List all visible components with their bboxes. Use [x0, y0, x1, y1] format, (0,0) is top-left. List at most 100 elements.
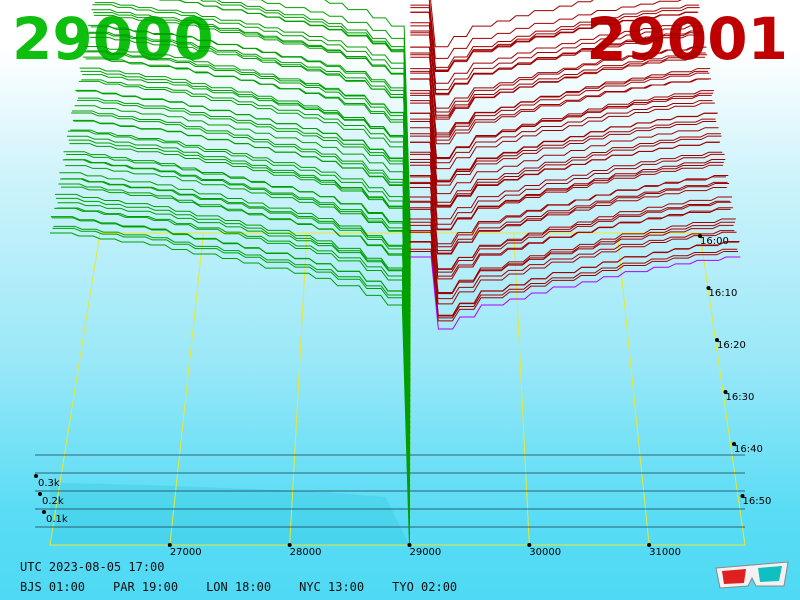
bid-depth-line: [72, 119, 411, 403]
time-tick-label: 16:20: [717, 340, 746, 351]
y-tick-mark: [34, 474, 38, 478]
bid-depth-line: [55, 197, 411, 508]
ask-depth-line: [410, 70, 708, 134]
ask-depth-line: [410, 11, 699, 72]
ask-depth-line: [409, 174, 729, 248]
ask-depth-line: [409, 133, 721, 203]
bid-depth-line: [67, 130, 411, 434]
bid-depth-line: [60, 178, 411, 482]
x-tick-label: 29000: [409, 547, 441, 558]
time-tick-mark: [706, 286, 711, 290]
bid-shade: [50, 482, 410, 545]
clock-tyo: TYO 02:00: [392, 580, 458, 594]
clock-nyc: NYC 13:00: [299, 580, 365, 594]
clock-lon: LON 18:00: [206, 580, 272, 594]
ask-depth-line: [410, 127, 719, 195]
bid-depth-line: [88, 31, 411, 302]
x-tick-label: 28000: [290, 547, 322, 558]
ask-depth-line: [409, 196, 733, 270]
ask-depth-line: [410, 121, 717, 186]
price-gridline: [616, 232, 650, 546]
ask-depth-line: [410, 92, 714, 160]
ask-depth-line: [409, 182, 730, 255]
bid-depth-line: [88, 24, 411, 308]
ask-depth-line: [409, 218, 736, 294]
x-tick-mark: [167, 543, 172, 547]
ask-depth-line: [409, 240, 740, 317]
ask-depth-line: [409, 207, 733, 280]
bid-depth-line: [92, 4, 411, 281]
floor-outline: [49, 232, 746, 546]
ask-depth-line: [409, 159, 726, 230]
ask-depth-line: [410, 118, 716, 183]
ask-depth-line: [409, 250, 739, 322]
bid-depth-line: [94, 14, 411, 271]
ask-depth-line: [430, 0, 594, 48]
3d-glasses-icon[interactable]: [712, 556, 792, 592]
ask-depth-line: [410, 4, 699, 68]
price-gridline: [289, 232, 308, 546]
bid-depth-line: [324, 0, 411, 234]
ask-depth-line: [410, 25, 703, 91]
bid-depth-line: [52, 227, 411, 530]
ask-depth-line: [410, 68, 711, 136]
bid-depth-line: [78, 80, 411, 366]
bid-depth-line: [62, 159, 411, 466]
ask-depth-line: [409, 181, 728, 252]
bid-depth-line: [66, 135, 411, 440]
ask-depth-line: [409, 248, 738, 319]
ask-depth-line: [409, 201, 732, 273]
bid-depth-line: [50, 232, 410, 546]
bid-depth-line: [56, 207, 411, 503]
bid-depth-line: [73, 120, 411, 397]
bid-depth-line: [72, 110, 411, 408]
bid-depth-line: [59, 172, 411, 487]
bid-depth-line: [68, 139, 411, 429]
time-tick-mark: [740, 494, 745, 498]
bid-depth-line: [217, 0, 411, 255]
time-tick-mark: [723, 390, 728, 394]
ask-depth-line: [409, 151, 723, 220]
price-gridline: [169, 232, 204, 546]
bid-depth-line: [80, 70, 411, 355]
bid-depth-line: [57, 202, 411, 498]
ask-depth-line: [428, 0, 682, 59]
bid-depth-line: [87, 32, 411, 313]
bid-depth-line: [63, 151, 411, 461]
x-tick-mark: [287, 543, 292, 547]
bid-depth-line: [69, 143, 411, 424]
bid-depth-line: [84, 51, 411, 329]
bid-depth-line: [74, 105, 411, 392]
time-tick-mark: [732, 442, 736, 446]
bid-depth-line: [65, 165, 411, 450]
time-tick-label: 16:10: [709, 288, 738, 299]
ask-depth-line: [409, 221, 736, 295]
ask-depth-line: [410, 52, 706, 116]
bid-depth-line: [83, 46, 411, 334]
bid-depth-line: [77, 99, 411, 376]
x-tick-label: 27000: [170, 547, 202, 558]
bid-depth-line: [93, 12, 411, 276]
bid-depth-line: [248, 0, 411, 239]
bid-depth-line: [86, 50, 411, 318]
y-tick-label: 0.1k: [46, 514, 68, 525]
chart-axes: 27000 28000 29000 30000 31000 0.1k 0.2k 0.3k 16:…: [34, 234, 771, 558]
time-tick-label: 16:30: [726, 392, 755, 403]
y-tick-mark: [42, 510, 46, 514]
bid-depth-line: [200, 0, 411, 260]
x-tick-mark: [407, 543, 412, 547]
bid-depth-line: [79, 67, 411, 360]
y-tick-label: 0.2k: [42, 496, 64, 507]
y-tick-mark: [38, 492, 42, 496]
bid-depth-line: [94, 2, 411, 265]
ask-depth-line: [410, 72, 710, 138]
bid-depth-line: [58, 183, 411, 493]
ask-depth-line: [410, 22, 701, 84]
ask-depth-line: [409, 231, 737, 305]
ask-depth-line: [410, 78, 712, 145]
ask-depth-line: [409, 135, 722, 206]
clock-par: PAR 19:00: [113, 580, 179, 594]
bid-depth-line: [54, 207, 411, 519]
ask-depth-line: [409, 141, 721, 208]
